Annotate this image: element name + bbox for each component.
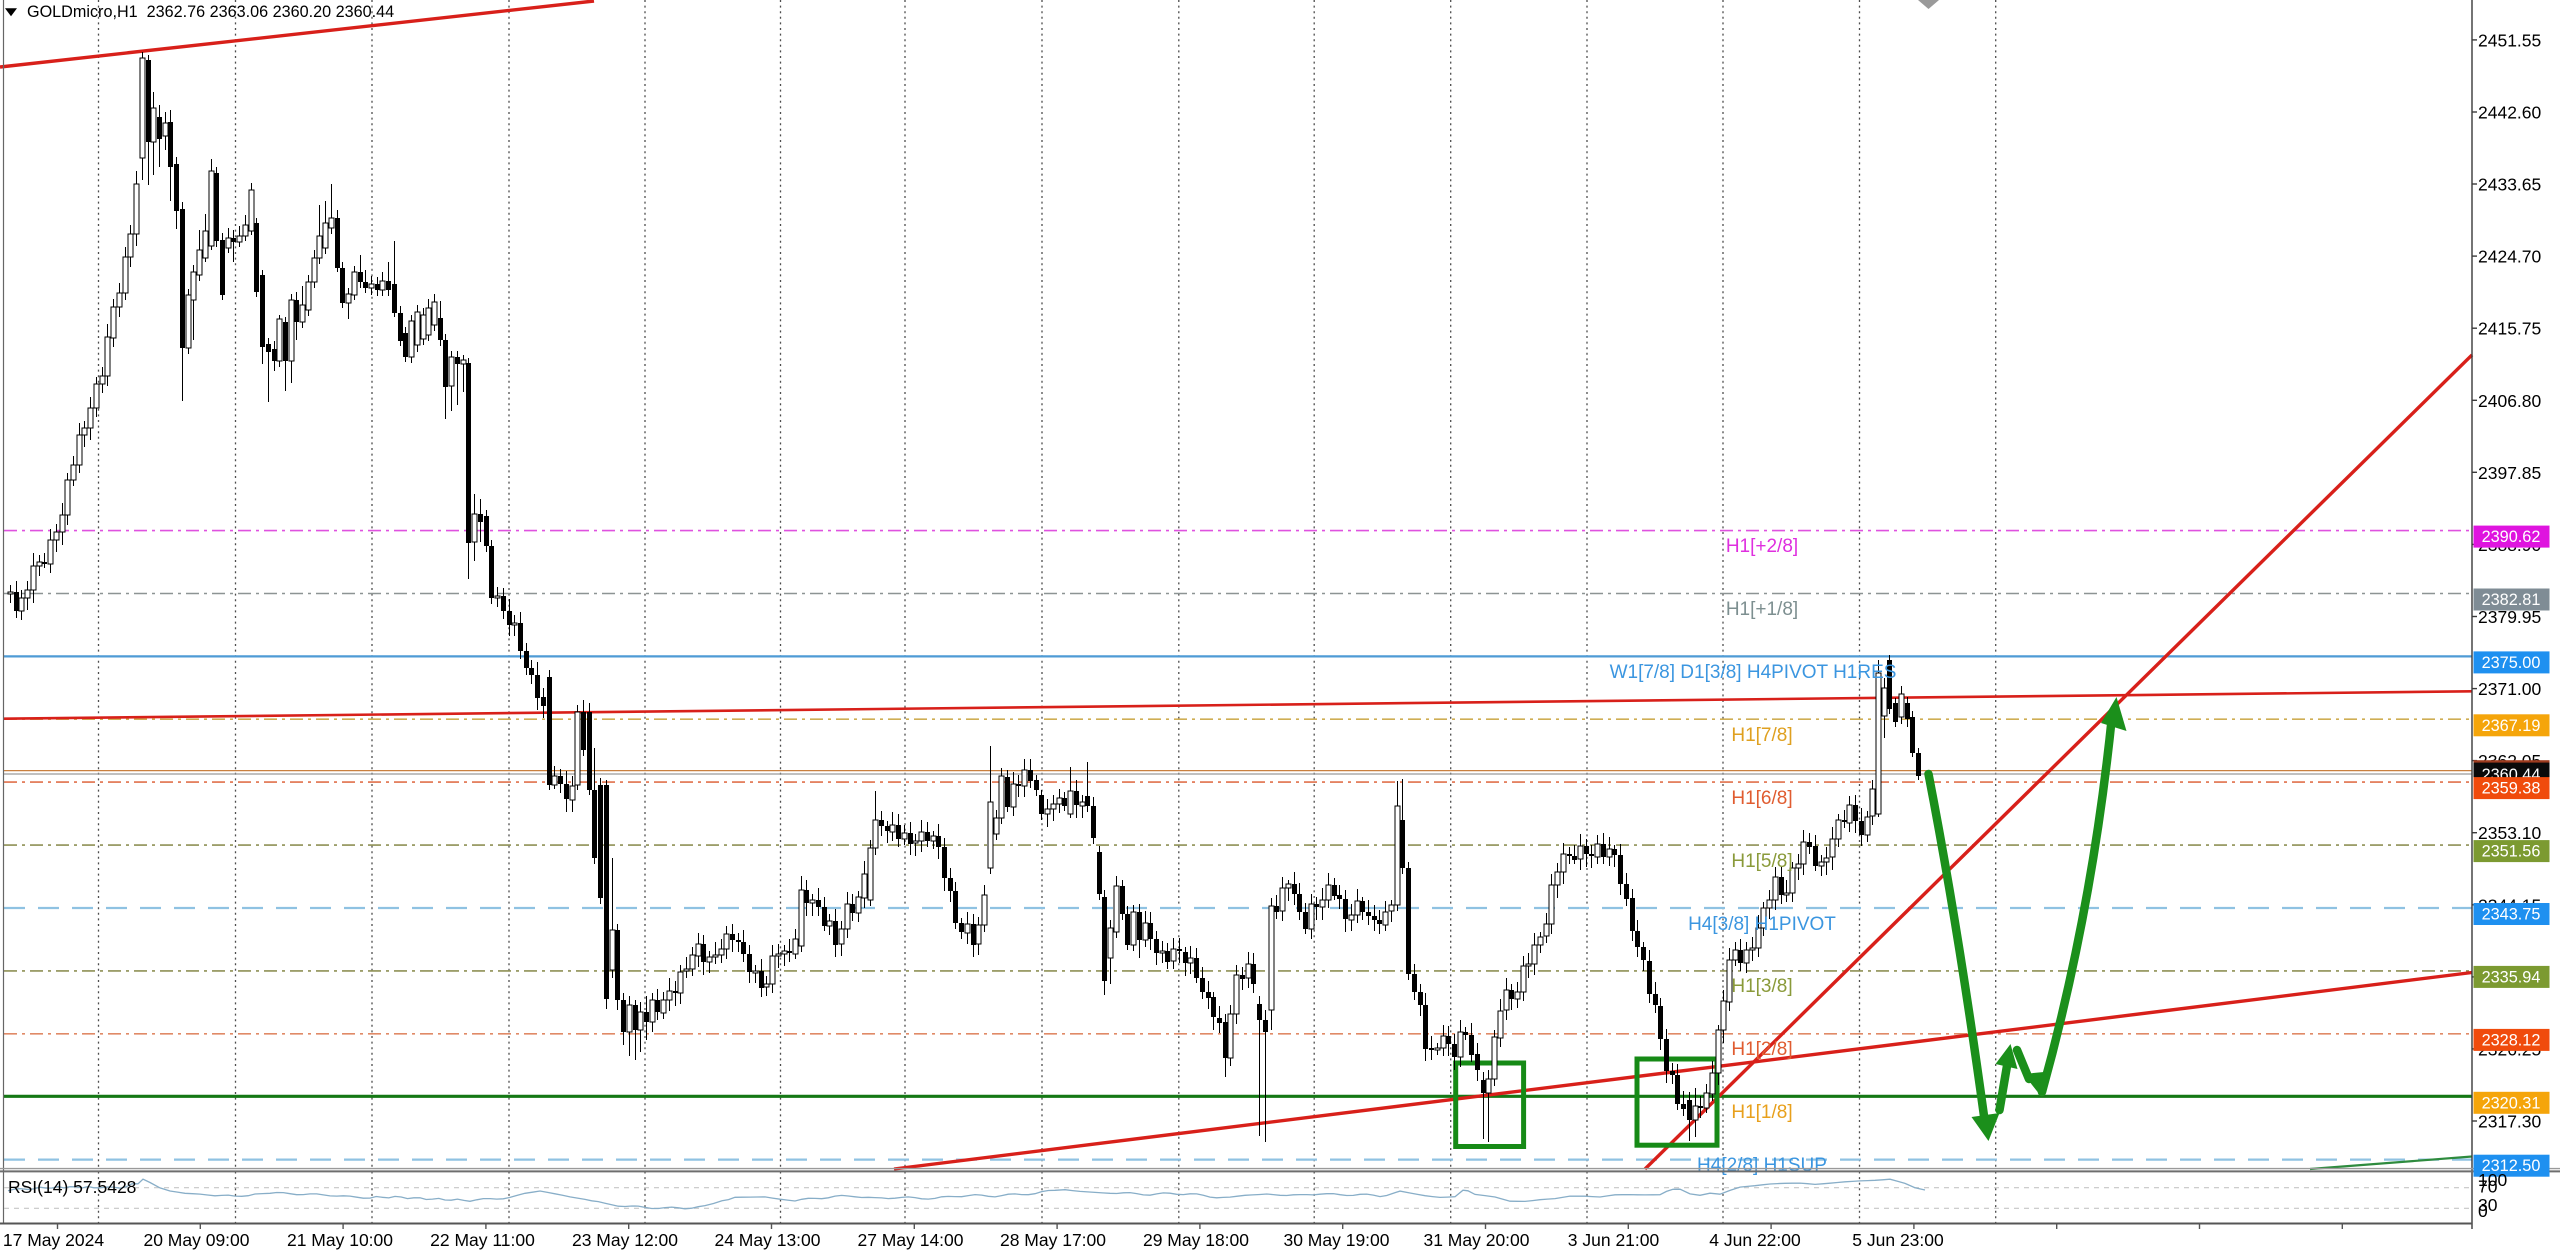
svg-text:2359.38: 2359.38 [2482, 780, 2541, 798]
svg-text:31 May 20:00: 31 May 20:00 [1423, 1230, 1529, 1250]
svg-text:H1[1/8]: H1[1/8] [1731, 1102, 1792, 1123]
svg-text:2353.10: 2353.10 [2478, 823, 2542, 843]
svg-text:2397.85: 2397.85 [2478, 463, 2541, 483]
svg-text:70: 70 [2478, 1177, 2498, 1197]
svg-text:23 May 12:00: 23 May 12:00 [572, 1230, 678, 1250]
svg-text:2406.80: 2406.80 [2478, 391, 2542, 411]
svg-text:27 May 14:00: 27 May 14:00 [857, 1230, 963, 1250]
svg-text:2371.00: 2371.00 [2478, 679, 2542, 699]
svg-text:17 May 2024: 17 May 2024 [3, 1230, 104, 1250]
svg-text:2424.70: 2424.70 [2478, 247, 2542, 267]
svg-text:2442.60: 2442.60 [2478, 103, 2542, 123]
svg-text:RSI(14) 57.5428: RSI(14) 57.5428 [8, 1177, 136, 1197]
svg-text:H4[2/8] H1SUP: H4[2/8] H1SUP [1697, 1155, 1827, 1176]
svg-text:GOLDmicro,H1 2362.76 2363.06: GOLDmicro,H1 2362.76 2363.06 2360.20 236… [27, 3, 394, 21]
svg-text:2415.75: 2415.75 [2478, 319, 2541, 339]
svg-text:2328.12: 2328.12 [2482, 1031, 2541, 1049]
svg-text:2351.56: 2351.56 [2482, 843, 2541, 861]
svg-text:28 May 17:00: 28 May 17:00 [1000, 1230, 1106, 1250]
svg-text:5 Jun 23:00: 5 Jun 23:00 [1852, 1230, 1944, 1250]
svg-text:H1[3/8]: H1[3/8] [1731, 976, 1792, 997]
svg-text:22 May 11:00: 22 May 11:00 [430, 1230, 535, 1250]
svg-text:3 Jun 21:00: 3 Jun 21:00 [1568, 1230, 1660, 1250]
svg-text:24 May 13:00: 24 May 13:00 [714, 1230, 820, 1250]
svg-text:H1[6/8]: H1[6/8] [1731, 788, 1792, 809]
svg-text:2320.31: 2320.31 [2482, 1094, 2541, 1112]
svg-text:H1[5/8]: H1[5/8] [1731, 851, 1792, 872]
svg-text:H1[+2/8]: H1[+2/8] [1726, 536, 1798, 557]
svg-text:2312.50: 2312.50 [2482, 1157, 2541, 1175]
svg-text:H1[7/8]: H1[7/8] [1731, 725, 1792, 746]
svg-text:H4[3/8] H1PIVOT: H4[3/8] H1PIVOT [1688, 914, 1836, 935]
svg-text:30 May 19:00: 30 May 19:00 [1283, 1230, 1389, 1250]
svg-text:0: 0 [2478, 1201, 2488, 1221]
svg-text:2335.94: 2335.94 [2482, 968, 2541, 986]
svg-text:2390.62: 2390.62 [2482, 528, 2541, 546]
svg-text:21 May 10:00: 21 May 10:00 [287, 1230, 393, 1250]
svg-text:2317.30: 2317.30 [2478, 1112, 2542, 1132]
svg-text:100: 100 [2478, 1170, 2507, 1190]
svg-text:20 May 09:00: 20 May 09:00 [143, 1230, 249, 1250]
svg-text:H1[2/8]: H1[2/8] [1731, 1039, 1792, 1060]
svg-text:30: 30 [2478, 1195, 2498, 1215]
svg-text:2379.95: 2379.95 [2478, 607, 2541, 627]
svg-text:2367.19: 2367.19 [2482, 717, 2541, 735]
svg-text:W1[7/8] D1[3/8] H4PIVOT H1RES: W1[7/8] D1[3/8] H4PIVOT H1RES [1610, 662, 1897, 683]
svg-text:29 May 18:00: 29 May 18:00 [1143, 1230, 1249, 1250]
svg-text:2451.55: 2451.55 [2478, 30, 2541, 50]
svg-text:2433.65: 2433.65 [2478, 175, 2541, 195]
svg-text:2375.00: 2375.00 [2482, 654, 2541, 672]
svg-text:4 Jun 22:00: 4 Jun 22:00 [1709, 1230, 1801, 1250]
svg-text:2382.81: 2382.81 [2482, 591, 2541, 609]
svg-text:2343.75: 2343.75 [2482, 906, 2541, 924]
svg-text:H1[+1/8]: H1[+1/8] [1726, 599, 1798, 620]
